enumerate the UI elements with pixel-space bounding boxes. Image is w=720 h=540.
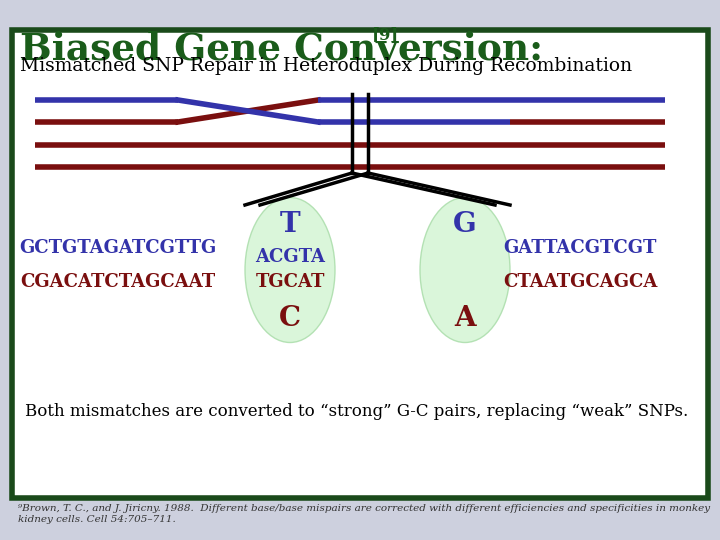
Text: CGACATCTAGCAAT: CGACATCTAGCAAT: [20, 273, 215, 291]
Text: Mismatched SNP Repair in Heteroduplex During Recombination: Mismatched SNP Repair in Heteroduplex Du…: [20, 57, 632, 75]
Text: CTAATGCAGCA: CTAATGCAGCA: [503, 273, 657, 291]
Text: [9]: [9]: [372, 26, 400, 43]
Text: T: T: [279, 212, 300, 239]
Text: GCTGTAGATCGTTG: GCTGTAGATCGTTG: [19, 239, 217, 257]
Text: G: G: [453, 212, 477, 239]
Bar: [12, 30, 708, 498]
Text: Both mismatches are converted to “strong” G-C pairs, replacing “weak” SNPs.: Both mismatches are converted to “strong…: [25, 403, 688, 421]
Text: ACGTA: ACGTA: [255, 248, 325, 266]
Text: Biased Gene Conversion:: Biased Gene Conversion:: [20, 30, 543, 67]
Ellipse shape: [245, 198, 335, 342]
Text: TGCAT: TGCAT: [256, 273, 325, 291]
Ellipse shape: [420, 198, 510, 342]
Text: A: A: [454, 305, 476, 332]
Text: GATTACGTCGT: GATTACGTCGT: [503, 239, 657, 257]
Text: ⁹Brown, T. C., and J. Jiricny. 1988.  Different base/base mispairs are corrected: ⁹Brown, T. C., and J. Jiricny. 1988. Dif…: [18, 504, 710, 524]
Text: C: C: [279, 305, 301, 332]
